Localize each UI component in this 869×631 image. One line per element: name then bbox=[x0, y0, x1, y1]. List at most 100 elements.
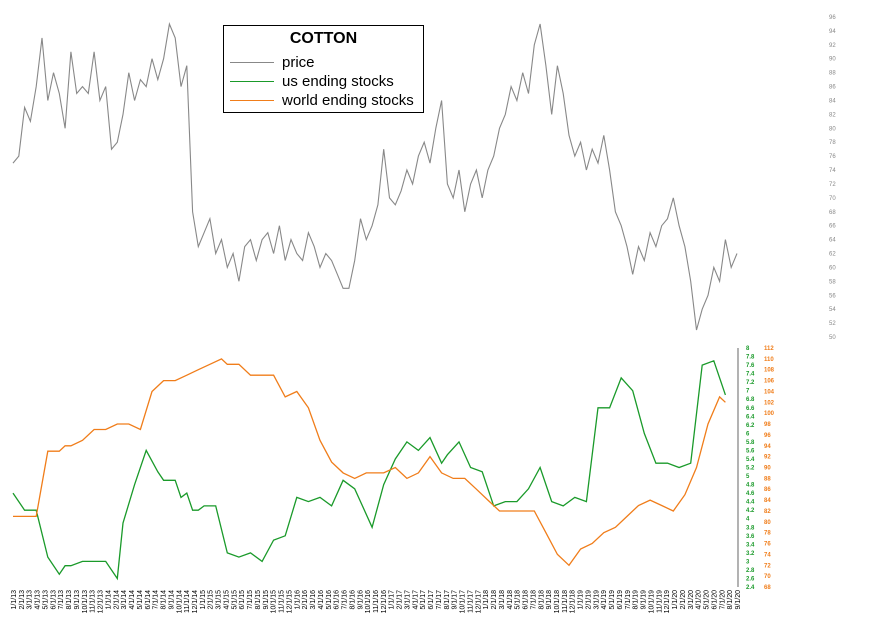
x-tick-label: 4/1/17 bbox=[412, 590, 419, 610]
x-tick-label: 6/1/17 bbox=[428, 590, 435, 610]
legend-swatch-price bbox=[230, 61, 274, 63]
us-tick-label: 7.8 bbox=[746, 355, 755, 361]
x-tick-label: 5/1/20 bbox=[704, 590, 711, 610]
x-tick-label: 7/1/13 bbox=[58, 590, 65, 610]
us-tick-label: 3 bbox=[746, 559, 750, 565]
x-tick-label: 9/1/15 bbox=[263, 590, 270, 610]
x-tick-label: 8/1/18 bbox=[538, 590, 545, 610]
x-tick-label: 8/1/14 bbox=[161, 590, 168, 610]
us-tick-label: 6 bbox=[746, 431, 750, 437]
x-tick-label: 10/1/15 bbox=[271, 590, 278, 613]
legend-swatch-us bbox=[230, 80, 274, 82]
x-tick-label: 1/1/13 bbox=[11, 590, 18, 610]
legend-item-world: world ending stocks bbox=[230, 90, 414, 110]
x-tick-label: 10/1/18 bbox=[554, 590, 561, 613]
price-tick-label: 92 bbox=[829, 43, 836, 49]
price-tick-label: 72 bbox=[829, 182, 836, 188]
x-tick-label: 3/1/17 bbox=[405, 590, 412, 610]
x-tick-label: 4/1/16 bbox=[318, 590, 325, 610]
world-tick-label: 106 bbox=[764, 379, 775, 385]
x-tick-label: 10/1/19 bbox=[648, 590, 655, 613]
world-tick-label: 84 bbox=[764, 498, 771, 504]
x-tick-label: 12/1/19 bbox=[664, 590, 671, 613]
x-tick-label: 6/1/13 bbox=[50, 590, 57, 610]
price-tick-label: 80 bbox=[829, 126, 836, 132]
price-tick-label: 70 bbox=[829, 196, 836, 202]
x-tick-label: 9/1/17 bbox=[452, 590, 459, 610]
price-tick-label: 90 bbox=[829, 57, 836, 63]
x-tick-label: 9/1/20 bbox=[735, 590, 742, 610]
price-tick-label: 56 bbox=[829, 293, 836, 299]
world-tick-label: 72 bbox=[764, 563, 771, 569]
legend-label-price: price bbox=[282, 53, 315, 71]
price-tick-label: 74 bbox=[829, 168, 836, 174]
x-tick-label: 3/1/15 bbox=[216, 590, 223, 610]
us-tick-label: 5.6 bbox=[746, 448, 755, 454]
x-tick-label: 11/1/14 bbox=[184, 590, 191, 613]
series-line-price bbox=[12, 22, 738, 331]
x-tick-label: 5/1/16 bbox=[326, 590, 333, 610]
world-tick-label: 90 bbox=[764, 466, 771, 472]
x-tick-label: 2/1/13 bbox=[19, 590, 26, 610]
x-tick-label: 2/1/16 bbox=[302, 590, 309, 610]
world-tick-label: 112 bbox=[764, 346, 774, 352]
x-tick-label: 12/1/13 bbox=[98, 590, 105, 613]
x-tick-label: 7/1/16 bbox=[342, 590, 349, 610]
x-tick-label: 1/1/15 bbox=[200, 590, 207, 610]
x-tick-label: 12/1/15 bbox=[286, 590, 293, 613]
world-tick-label: 86 bbox=[764, 487, 771, 493]
us-tick-label: 4.4 bbox=[746, 500, 755, 506]
world-tick-label: 108 bbox=[764, 368, 775, 374]
us-tick-label: 4.6 bbox=[746, 491, 755, 497]
x-tick-label: 5/1/15 bbox=[231, 590, 238, 610]
x-tick-label: 11/1/13 bbox=[90, 590, 97, 613]
x-tick-label: 5/1/14 bbox=[137, 590, 144, 610]
us-tick-label: 6.8 bbox=[746, 397, 755, 403]
price-tick-label: 54 bbox=[829, 307, 836, 313]
us-tick-label: 3.2 bbox=[746, 551, 755, 557]
x-tick-label: 7/1/14 bbox=[153, 590, 160, 610]
world-tick-label: 104 bbox=[764, 389, 775, 395]
price-tick-label: 84 bbox=[829, 98, 836, 104]
us-tick-label: 3.6 bbox=[746, 534, 755, 540]
x-tick-label: 1/1/20 bbox=[672, 590, 679, 610]
x-tick-label: 10/1/14 bbox=[176, 590, 183, 613]
legend: COTTON price us ending stocks world endi… bbox=[223, 25, 424, 113]
legend-swatch-world bbox=[230, 99, 274, 101]
x-tick-label: 9/1/18 bbox=[546, 590, 553, 610]
x-tick-label: 1/1/17 bbox=[389, 590, 396, 610]
legend-title: COTTON bbox=[289, 30, 358, 47]
us-tick-label: 7 bbox=[746, 389, 750, 395]
x-tick-label: 2/1/19 bbox=[586, 590, 593, 610]
x-tick-label: 7/1/20 bbox=[719, 590, 726, 610]
x-tick-label: 4/1/14 bbox=[129, 590, 136, 610]
x-tick-label: 2/1/15 bbox=[208, 590, 215, 610]
world-tick-label: 96 bbox=[764, 433, 771, 439]
us-tick-label: 4.2 bbox=[746, 508, 755, 514]
x-tick-label: 11/1/16 bbox=[373, 590, 380, 613]
price-tick-label: 58 bbox=[829, 279, 836, 285]
legend-label-us: us ending stocks bbox=[282, 72, 394, 90]
price-tick-label: 66 bbox=[829, 224, 836, 230]
world-tick-label: 76 bbox=[764, 542, 771, 548]
us-tick-label: 3.8 bbox=[746, 525, 755, 531]
price-tick-label: 50 bbox=[829, 335, 836, 341]
x-tick-label: 11/1/15 bbox=[279, 590, 286, 613]
x-tick-label: 6/1/16 bbox=[334, 590, 341, 610]
world-tick-label: 94 bbox=[764, 444, 771, 450]
world-tick-label: 80 bbox=[764, 520, 771, 526]
x-tick-label: 6/1/15 bbox=[239, 590, 246, 610]
x-tick-label: 8/1/15 bbox=[255, 590, 262, 610]
us-tick-label: 3.4 bbox=[746, 542, 755, 548]
x-tick-label: 8/1/16 bbox=[349, 590, 356, 610]
price-tick-label: 88 bbox=[829, 71, 836, 77]
world-tick-label: 74 bbox=[764, 552, 771, 558]
x-tick-label: 8/1/19 bbox=[633, 590, 640, 610]
us-tick-label: 5.8 bbox=[746, 440, 755, 446]
x-tick-label: 6/1/20 bbox=[711, 590, 718, 610]
legend-item-us: us ending stocks bbox=[230, 71, 394, 91]
world-tick-label: 92 bbox=[764, 455, 771, 461]
price-tick-label: 86 bbox=[829, 85, 836, 91]
x-tick-label: 10/1/16 bbox=[365, 590, 372, 613]
x-tick-label: 3/1/20 bbox=[688, 590, 695, 610]
